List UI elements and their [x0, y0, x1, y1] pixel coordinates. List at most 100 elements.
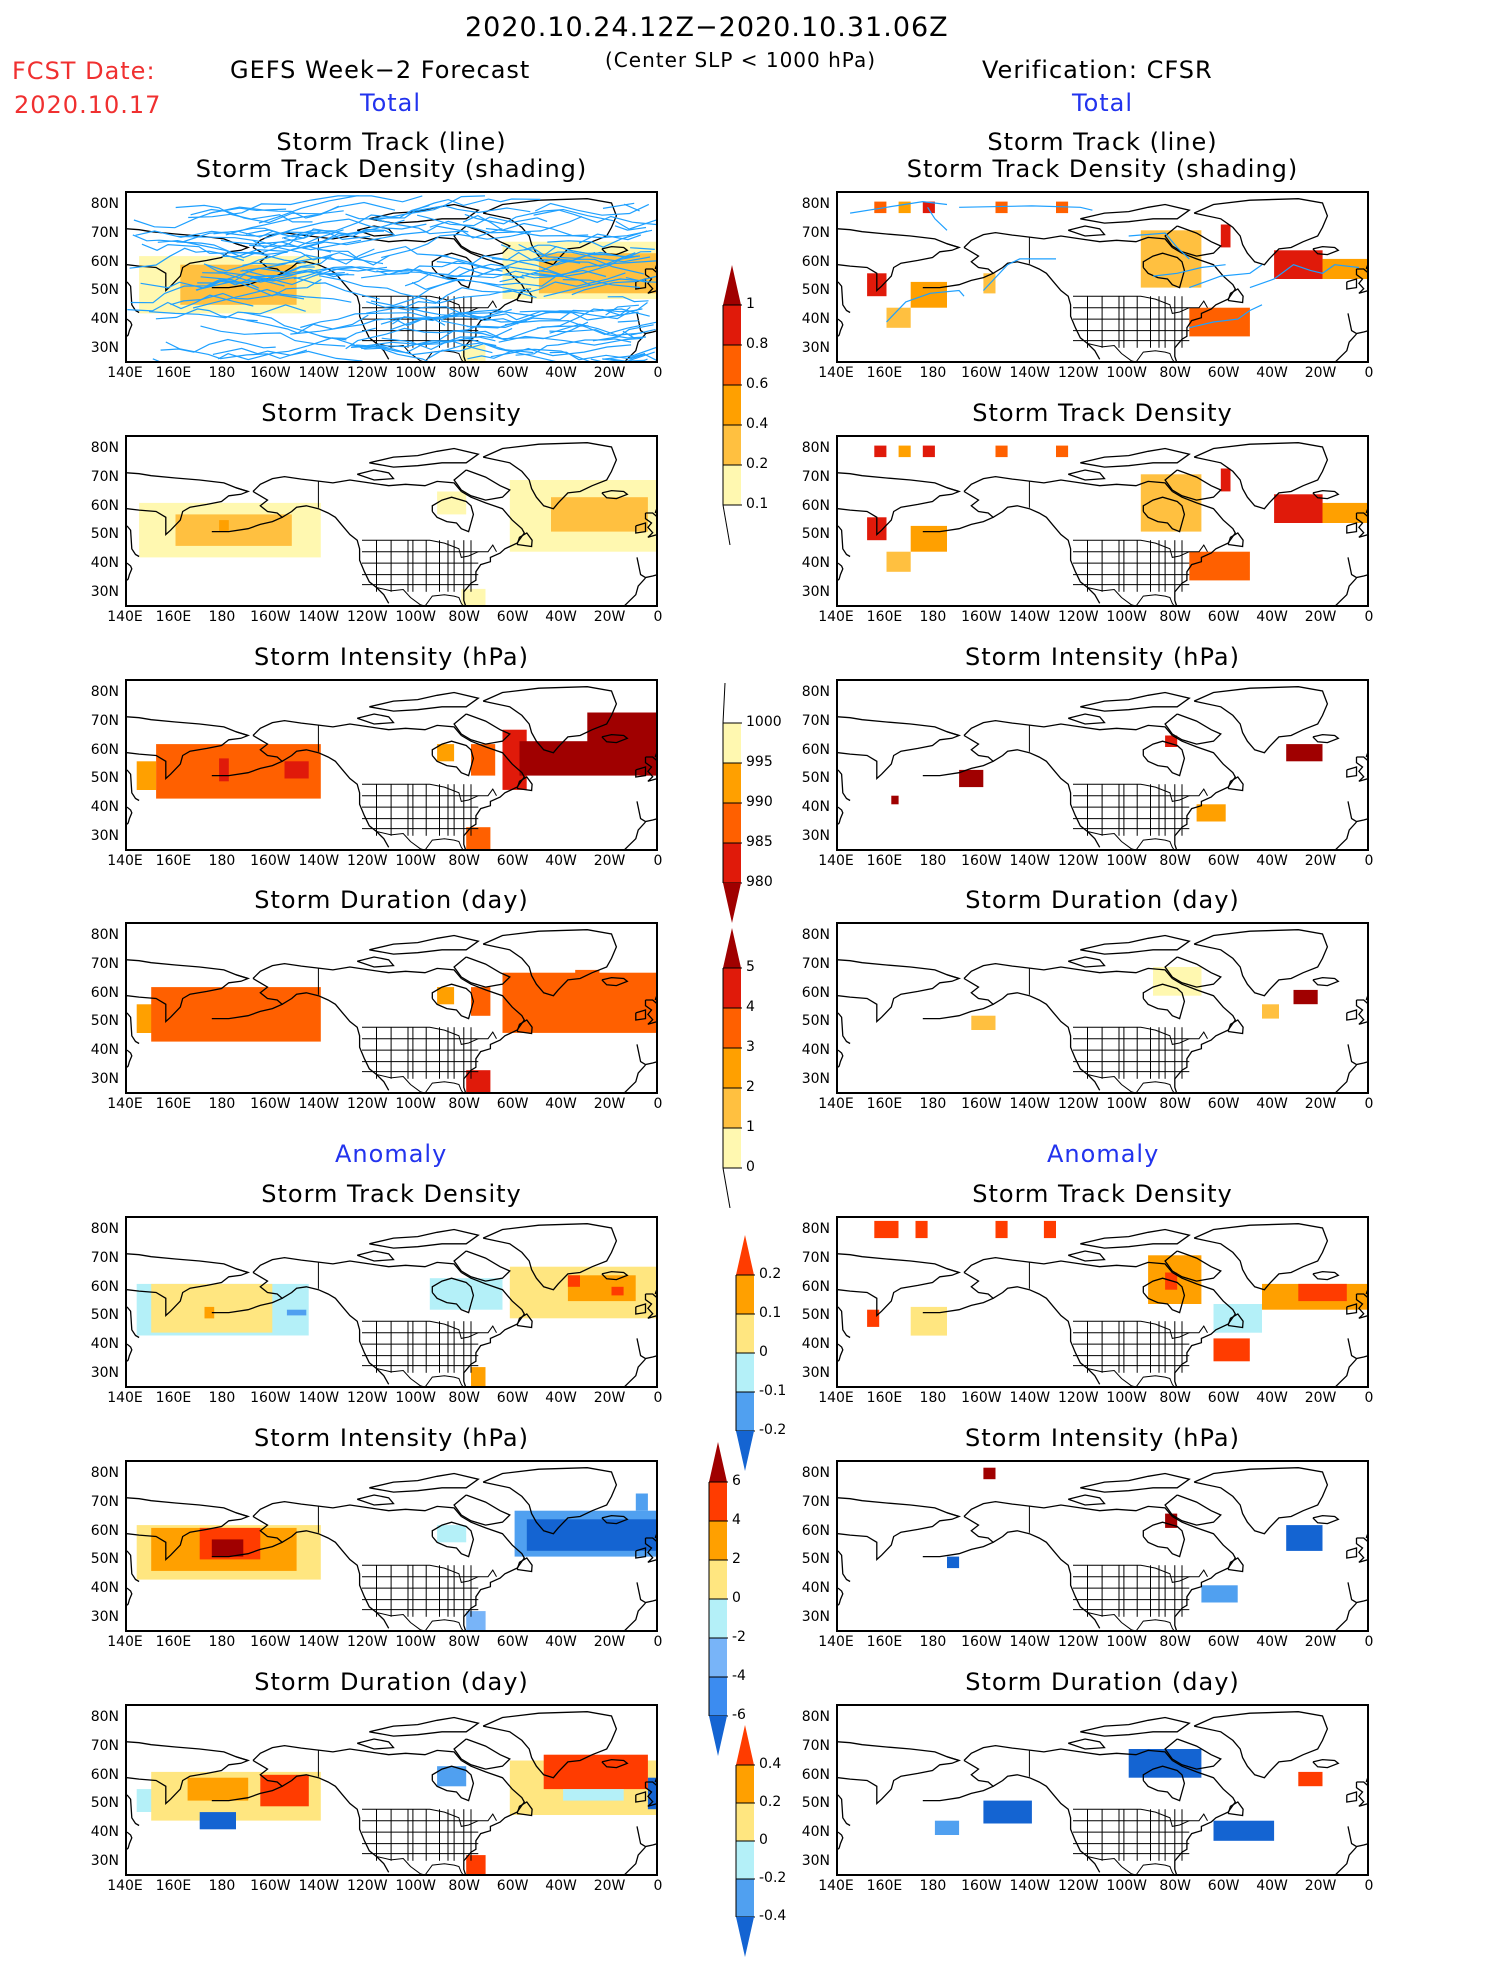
shaded-field	[867, 1220, 1367, 1362]
lon-tick-label: 100W	[395, 365, 436, 381]
political-borders	[1028, 968, 1208, 1092]
storm-track-line	[345, 195, 486, 220]
storm-track-line	[436, 259, 581, 271]
lon-tick-label: 140E	[818, 853, 854, 869]
lon-tick-label: 0	[1364, 609, 1374, 625]
storm-track-line	[318, 275, 456, 298]
map-canvas	[838, 686, 1367, 849]
lat-tick-label: 50N	[801, 1551, 830, 1568]
grid-cell-block	[1262, 1004, 1279, 1019]
panel-title: Storm Track Density	[972, 399, 1233, 427]
storm-track-line	[416, 214, 548, 227]
shaded-field	[136, 712, 656, 849]
lat-tick-label: 40N	[90, 555, 119, 571]
panel-title: Storm Track (line)	[276, 128, 507, 156]
lon-tick-label: 140W	[298, 365, 340, 381]
storm-track-line	[521, 260, 656, 279]
lon-tick-label: 20W	[593, 609, 626, 625]
lon-tick-label: 0	[1364, 1390, 1374, 1406]
grid-cell-block	[1128, 1749, 1202, 1778]
lat-tick-label: 70N	[90, 225, 119, 241]
lon-tick-label: 160E	[866, 1878, 903, 1894]
storm-track-line	[455, 263, 592, 286]
storm-track-line	[982, 258, 1056, 291]
colorbar-segment	[723, 803, 741, 843]
lon-tick-label: 160E	[155, 1390, 192, 1406]
lon-tick-label: 0	[1364, 365, 1374, 381]
colorbar-tick-label: 980	[746, 874, 773, 890]
lat-tick-label: 30N	[90, 1608, 119, 1625]
lon-tick-label: 120W	[1057, 1390, 1099, 1406]
lon-tick-label: 60W	[1207, 1634, 1240, 1650]
colorbar-segment	[736, 1314, 754, 1353]
colorbar-tick-label: 0.1	[746, 496, 769, 512]
storm-track-line	[217, 337, 347, 361]
storm-track-line	[605, 304, 639, 316]
lon-tick-label: 40W	[1256, 609, 1288, 625]
colorbar-tick-label: 0.4	[746, 416, 769, 432]
lon-tick-label: 160W	[250, 1096, 291, 1112]
grid-cell-block	[1298, 1771, 1323, 1787]
grid-cell-block	[260, 1774, 309, 1807]
lat-tick-label: 50N	[90, 282, 119, 299]
map-canvas	[127, 442, 656, 605]
colorbar-graphic	[708, 1442, 732, 1756]
storm-track-line	[518, 243, 652, 259]
lat-tick-label: 60N	[90, 1522, 119, 1539]
storm-track-line	[221, 230, 384, 258]
grid-cell-block	[1201, 1585, 1238, 1603]
political-borders	[1028, 481, 1208, 605]
lat-tick-label: 30N	[90, 339, 119, 356]
lat-tick-label: 30N	[801, 583, 830, 600]
colorbar-tick-label: -6	[732, 1707, 746, 1723]
lon-tick-label: 140W	[1009, 365, 1051, 381]
storm-track-line	[225, 201, 396, 236]
lat-tick-label: 60N	[801, 497, 830, 514]
lat-tick-label: 60N	[90, 741, 119, 758]
lon-tick-label: 80W	[448, 1096, 480, 1112]
grid-cell-block	[526, 1519, 656, 1551]
coastlines	[838, 1711, 1367, 1874]
left-duration-map	[125, 922, 658, 1094]
political-borders	[1028, 1262, 1208, 1386]
grid-cell-block	[1165, 735, 1178, 747]
storm-track-line	[409, 310, 570, 321]
grid-cell-block	[136, 761, 157, 790]
lat-tick-label: 60N	[90, 1278, 119, 1295]
storm-track-line	[592, 324, 654, 342]
shaded-field	[891, 735, 1323, 822]
coastlines	[838, 442, 1367, 605]
storm-track-line	[547, 230, 648, 248]
lat-tick-label: 50N	[801, 1307, 830, 1324]
political-borders	[317, 968, 497, 1092]
storm-track-line	[175, 204, 313, 223]
colorbar-tick-label: -0.2	[759, 1870, 787, 1886]
grid-cell-block	[886, 307, 911, 328]
storm-track-line	[1189, 264, 1263, 289]
storm-track-line	[176, 231, 328, 254]
lon-tick-label: 140W	[1009, 609, 1051, 625]
lat-tick-label: 80N	[801, 1709, 830, 1726]
lon-tick-label: 40W	[1256, 853, 1288, 869]
lon-tick-label: 20W	[1304, 1390, 1337, 1406]
right-intensity-map	[836, 679, 1369, 851]
lon-tick-label: 100W	[1106, 1878, 1147, 1894]
lon-tick-label: 160E	[155, 609, 192, 625]
colorbar-segment	[723, 1088, 741, 1128]
lon-tick-label: 140E	[818, 1634, 854, 1650]
grid-cell-block	[429, 1278, 503, 1310]
lat-tick-label: 60N	[90, 253, 119, 270]
lon-tick-label: 160E	[866, 365, 903, 381]
storm-track-line	[381, 337, 534, 354]
lon-tick-label: 60W	[1207, 1878, 1240, 1894]
lon-tick-label: 60W	[496, 365, 529, 381]
lat-tick-label: 50N	[90, 1307, 119, 1324]
lon-tick-label: 140E	[818, 365, 854, 381]
grid-cell-block	[461, 588, 486, 605]
coastlines	[127, 686, 656, 849]
colorbar-segment	[723, 1128, 741, 1168]
lon-tick-label: 0	[1364, 1096, 1374, 1112]
storm-track-line	[481, 272, 626, 293]
colorbar-track-density-anomaly: 0.2 0.1 0 -0.1 -0.2	[735, 1235, 786, 1475]
grid-cell-block	[915, 1220, 928, 1239]
